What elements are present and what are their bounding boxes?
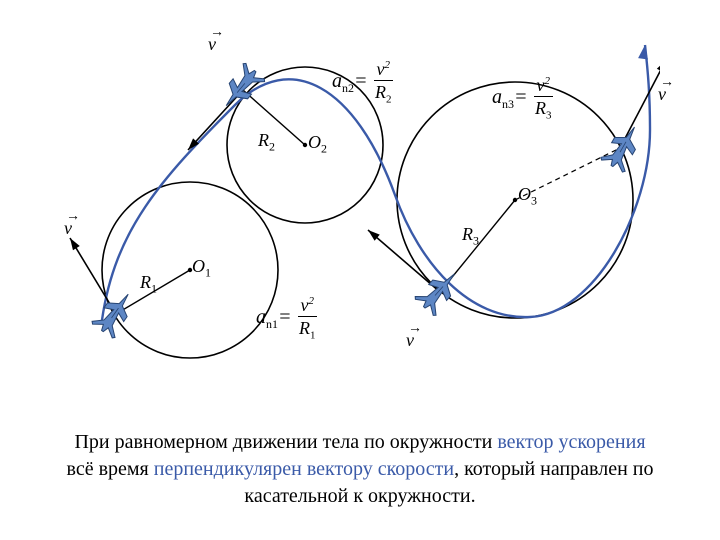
physics-diagram: →v →v →v →v O1 O2 O3 R1 R2 R3 an1= v2R1 …: [60, 20, 660, 400]
velocity-arrow-1: [67, 236, 116, 314]
label-v4: →v: [658, 84, 666, 105]
jet-1: [91, 286, 140, 339]
formula-3: an3= v2R3: [492, 76, 553, 122]
label-v2: →v: [208, 34, 216, 55]
label-O2: O2: [308, 132, 327, 157]
jet-4: [600, 120, 647, 173]
caption-text: При равномерном движении тела по окружно…: [60, 429, 660, 510]
label-v1: →v: [64, 218, 72, 239]
label-R3: R3: [462, 224, 479, 249]
velocity-arrow-2: [185, 90, 243, 153]
label-R1: R1: [140, 272, 157, 297]
formula-1: an1= v2R1: [256, 296, 317, 342]
label-R2: R2: [258, 130, 275, 155]
label-O1: O1: [192, 256, 211, 281]
label-O3: O3: [518, 184, 537, 209]
formula-2: an2= v2R2: [332, 60, 393, 106]
label-v3: →v: [406, 330, 414, 351]
velocity-arrow-4: [620, 58, 660, 148]
